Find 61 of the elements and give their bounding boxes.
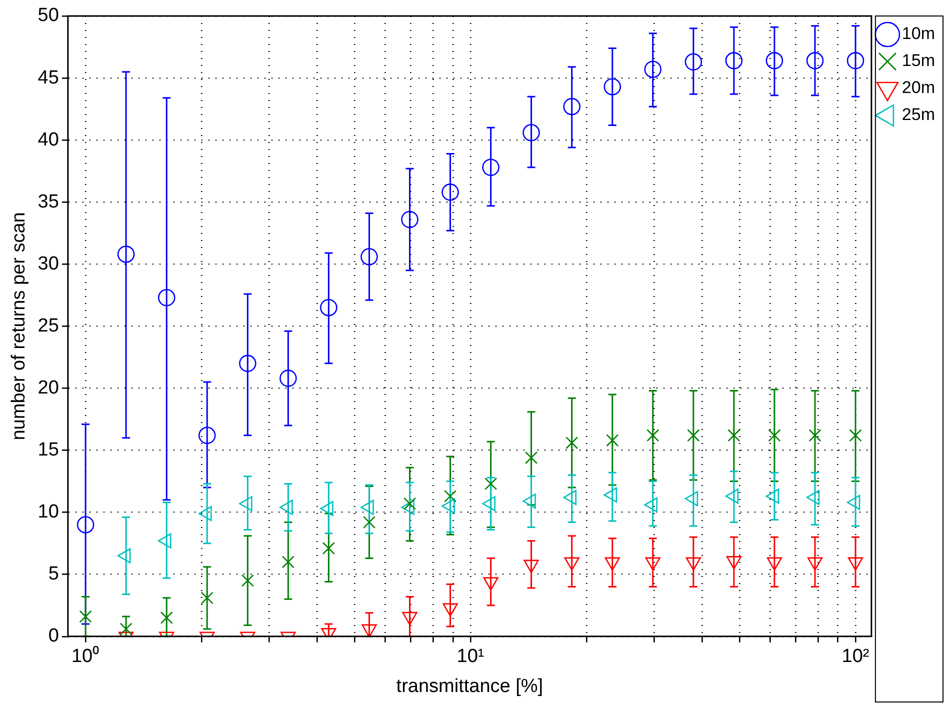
y-tick-label: 20 <box>38 377 59 398</box>
point <box>322 542 335 555</box>
point <box>120 622 132 636</box>
point <box>806 52 824 70</box>
y-tick-label: 35 <box>38 191 59 212</box>
y-tick-label: 45 <box>38 67 59 88</box>
point <box>200 592 214 604</box>
point <box>846 52 864 70</box>
y-axis-title: number of returns per scan <box>8 212 30 440</box>
point <box>198 426 216 444</box>
y-tick-label: 50 <box>38 5 59 26</box>
y-tick-label: 25 <box>38 315 59 336</box>
point <box>158 289 176 306</box>
point <box>403 497 416 510</box>
point <box>768 429 781 442</box>
point <box>282 556 294 568</box>
y-tick-label: 0 <box>48 626 59 647</box>
y-tick-label: 15 <box>38 440 59 461</box>
point <box>160 611 173 624</box>
point <box>241 574 254 587</box>
point <box>362 624 377 636</box>
point <box>725 52 743 70</box>
point <box>646 429 660 442</box>
point <box>239 354 256 372</box>
point <box>280 370 297 387</box>
point <box>522 124 540 142</box>
point <box>808 429 822 442</box>
point <box>484 477 498 490</box>
x-axis-title: transmittance [%] <box>396 676 544 697</box>
point <box>728 429 740 442</box>
point <box>79 610 92 623</box>
point <box>362 516 376 529</box>
point <box>442 184 459 201</box>
point <box>604 78 622 96</box>
point <box>76 516 94 534</box>
x-tick-label: 10² <box>842 646 870 668</box>
point <box>684 53 702 71</box>
y-tick-label: 5 <box>48 564 59 585</box>
point <box>566 436 578 450</box>
point <box>766 52 784 70</box>
x-tick-label: 10¹ <box>456 646 484 668</box>
point <box>117 246 135 263</box>
point <box>401 210 418 228</box>
legend-label: 25m <box>902 105 936 124</box>
point <box>606 434 619 447</box>
point <box>320 298 338 316</box>
point <box>563 98 580 116</box>
point <box>524 451 538 464</box>
x-tick-label: 10⁰ <box>71 645 100 668</box>
legend-label: 10m <box>902 24 936 44</box>
point <box>360 248 378 266</box>
point <box>482 158 500 176</box>
point <box>849 429 862 442</box>
y-tick-label: 30 <box>38 253 59 274</box>
y-tick-label: 10 <box>38 502 59 523</box>
point <box>687 429 700 442</box>
point <box>444 490 457 502</box>
y-tick-label: 40 <box>38 129 59 150</box>
point <box>644 60 662 78</box>
legend-label: 20m <box>902 78 936 98</box>
legend-label: 15m <box>902 51 936 70</box>
